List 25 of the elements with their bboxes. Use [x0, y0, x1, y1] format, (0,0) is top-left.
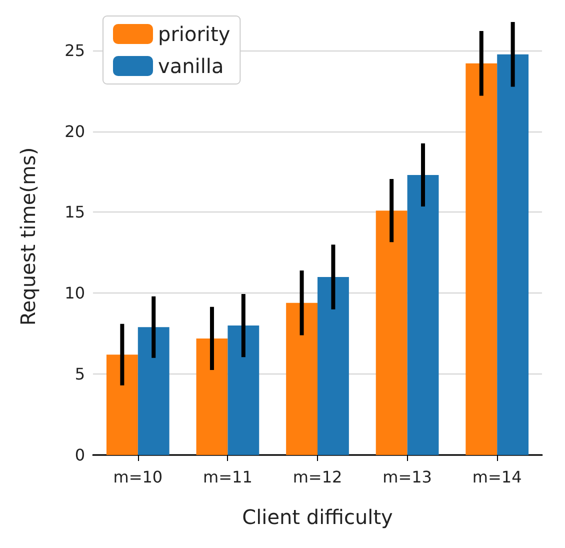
- bar: [466, 63, 498, 455]
- bar: [286, 302, 318, 455]
- bar: [138, 327, 170, 455]
- bar: [376, 210, 408, 455]
- x-axis-title: Client difficulty: [242, 505, 394, 529]
- x-tick-label: m=12: [292, 468, 342, 486]
- bar: [407, 174, 439, 455]
- bar: [106, 354, 138, 455]
- bar: [228, 326, 260, 455]
- x-tick-label: m=14: [472, 468, 522, 486]
- bar: [318, 276, 349, 455]
- y-tick-label: 25: [64, 40, 85, 60]
- bar: [497, 54, 529, 455]
- y-axis-title: Request time(ms): [16, 147, 40, 326]
- x-tick-label: m=11: [203, 468, 252, 486]
- legend-label: priority: [158, 22, 230, 46]
- y-tick-label: 0: [74, 446, 85, 464]
- x-tick-label: m=10: [113, 468, 163, 486]
- bar: [196, 338, 228, 455]
- y-tick-label: 5: [74, 364, 85, 384]
- y-tick-label: 20: [64, 122, 85, 141]
- legend-label: vanilla: [158, 54, 224, 78]
- y-tick-label: 10: [64, 284, 85, 303]
- x-tick-label: m=13: [382, 468, 432, 486]
- y-tick-label: 15: [64, 202, 85, 222]
